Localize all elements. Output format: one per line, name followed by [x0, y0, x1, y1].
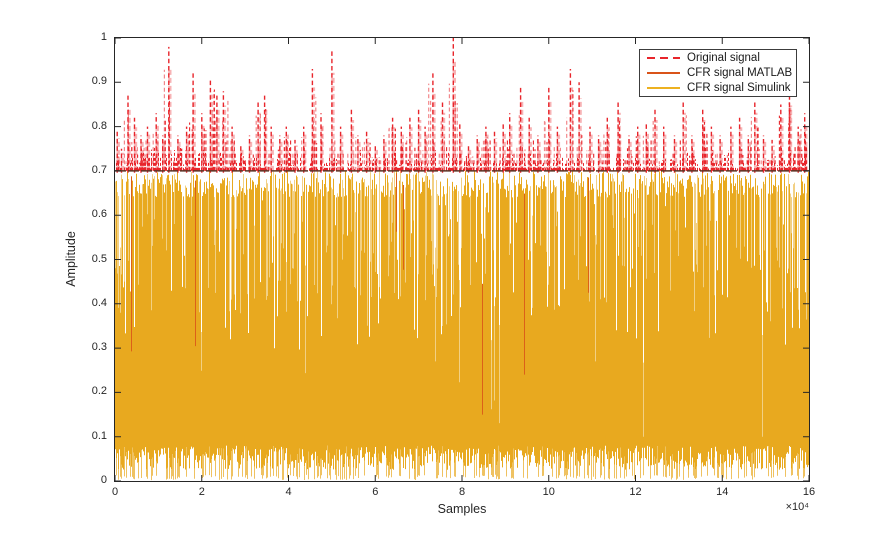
red-dashed-line-sample [647, 57, 680, 59]
y-tick-label: 0.1 [91, 429, 107, 442]
x-tick-label: 12 [629, 486, 642, 498]
y-tick-label: 0 [100, 474, 107, 486]
y-tick-label: 0.5 [91, 252, 107, 265]
y-tick-label: 0.7 [91, 163, 107, 176]
x-tick-label: 8 [458, 486, 466, 498]
y-tick-label: 1 [100, 31, 107, 43]
x-tick-label: 10 [542, 486, 555, 498]
legend-label: CFR signal MATLAB [687, 66, 793, 79]
plot-area [114, 37, 810, 482]
y-tick-label: 0.9 [91, 75, 107, 88]
y-tick-label: 0.4 [91, 296, 107, 309]
y-tick-label: 0.2 [91, 385, 107, 398]
x-axis-label: Samples [437, 502, 487, 516]
x-tick-label: 14 [716, 486, 729, 498]
legend-item-cfr-matlab: CFR signal MATLAB [640, 66, 796, 81]
legend-label: Original signal [687, 51, 760, 64]
legend: Original signal CFR signal MATLAB CFR si… [639, 49, 797, 97]
yellow-line-sample [647, 87, 680, 89]
y-tick-label: 0.3 [91, 341, 107, 354]
legend-item-original-signal: Original signal [640, 51, 796, 66]
x-tick-label: 0 [111, 486, 119, 498]
legend-label: CFR signal Simulink [687, 81, 791, 94]
x-tick-label: 2 [198, 486, 205, 498]
signal-plot [115, 38, 809, 481]
y-tick-label: 0.6 [91, 208, 107, 221]
orange-line-sample [647, 72, 680, 74]
y-tick-label: 0.8 [91, 119, 107, 132]
x-axis-multiplier: ×10⁴ [785, 501, 809, 513]
x-tick-label: 16 [802, 486, 816, 498]
legend-item-cfr-simulink: CFR signal Simulink [640, 81, 796, 96]
x-tick-label: 6 [372, 486, 379, 498]
x-tick-label: 4 [285, 486, 292, 498]
